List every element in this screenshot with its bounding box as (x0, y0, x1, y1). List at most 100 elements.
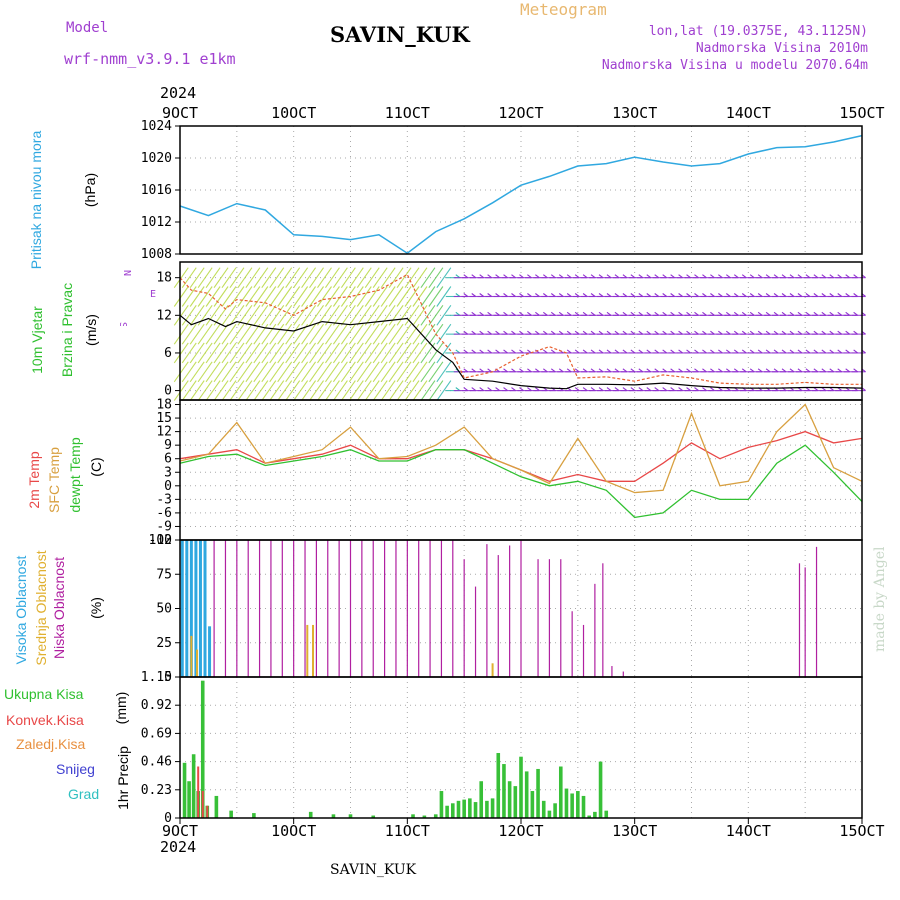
wind-barb (372, 380, 388, 401)
wind-barb (205, 323, 221, 345)
wind-barb (229, 380, 245, 401)
wind-barb (197, 342, 213, 364)
y-tick-label: 9 (164, 438, 172, 453)
meteogram-label: Meteogram (520, 0, 607, 19)
wind-barb (229, 342, 245, 364)
wind-barb (285, 286, 301, 307)
footer-station: SAVIN_KUK (330, 862, 417, 878)
precip-bar (462, 799, 466, 818)
wind-barb (420, 361, 436, 383)
wind-barb (324, 286, 340, 307)
precip-bar (411, 814, 415, 818)
wind-barb (428, 342, 444, 364)
wind-barb (245, 305, 261, 326)
precip-bar (473, 802, 478, 818)
y-tick-label: 0.46 (141, 755, 172, 770)
location-elevation: Nadmorska Visina 2010m (695, 41, 868, 56)
wind-barb (261, 342, 277, 364)
precip-bar (502, 764, 506, 818)
wind-barb (428, 286, 444, 307)
wind-barb (412, 267, 428, 288)
wind-barb (221, 305, 237, 326)
wind-barb (269, 361, 285, 383)
wind-barb (396, 361, 412, 383)
precip-bar (558, 766, 563, 818)
wind-barb (348, 342, 364, 364)
precip-bar (524, 771, 529, 818)
wind-barb (245, 342, 261, 364)
dewpt-line (179, 444, 863, 519)
wind-barb (412, 380, 428, 401)
wind-barb (356, 286, 372, 307)
wind-barb (253, 286, 269, 307)
wind-barb (253, 342, 269, 364)
wind-barb (301, 323, 317, 345)
wind-barb (436, 361, 452, 383)
wind-barb (293, 286, 309, 307)
conv-precip-bar (206, 805, 209, 818)
wind-barb (356, 342, 372, 364)
wind-barb (277, 323, 293, 345)
temp2m-line (179, 430, 863, 482)
wind-barb (364, 361, 380, 383)
wind-barb (213, 342, 229, 364)
y-tick-label: 3 (164, 465, 172, 480)
wind-barb (380, 286, 396, 307)
wind-barb (285, 267, 301, 288)
precip-bar (252, 813, 256, 818)
wind-barb (412, 305, 428, 326)
x-tick-label-top: 15OCT (839, 104, 884, 122)
wind-barb (428, 305, 444, 326)
precip-bar (445, 805, 449, 818)
wind-barb (173, 305, 189, 326)
wind-barb (277, 305, 293, 326)
wind-barb (213, 267, 229, 288)
wind-barb (261, 305, 277, 326)
wind-barb (332, 323, 348, 345)
wind-barb (356, 323, 372, 345)
wind-barb (364, 305, 380, 326)
wind-barb (317, 380, 332, 401)
precip-bar (433, 814, 438, 818)
wind-barb (332, 342, 348, 364)
y-tick-label: 1012 (141, 215, 172, 230)
wind-barb (301, 380, 317, 401)
wind-barb (293, 342, 309, 364)
precip-bar (507, 781, 512, 818)
y-tick-label: 0 (164, 479, 172, 494)
y-tick-label: 18 (156, 271, 172, 286)
wind-barb (221, 342, 237, 364)
precip-bar (547, 810, 552, 818)
wind-gust-line (179, 273, 862, 385)
wind-barb (229, 305, 245, 326)
y-tick-label: 0.69 (141, 726, 172, 741)
wind-barb (205, 267, 221, 288)
wind-barb (173, 323, 189, 345)
y-tick-label: 50 (156, 602, 172, 617)
x-tick-label-bottom: 12OCT (498, 822, 543, 840)
wind-barb (412, 286, 428, 307)
wind-barb (420, 323, 436, 345)
precip-bar (422, 815, 427, 818)
wind-barb (324, 380, 340, 401)
wind-barb (197, 286, 213, 307)
wind-barb (412, 323, 428, 345)
wind-barb (388, 323, 404, 345)
wind-barb (340, 380, 356, 401)
x-tick-label-top: 12OCT (498, 104, 543, 122)
wind-barb (380, 361, 396, 383)
wind-barb (309, 267, 324, 288)
wind-barb (189, 286, 205, 307)
precip-bar (456, 800, 461, 818)
wind-barb (420, 380, 436, 401)
x-tick-label-top: 13OCT (612, 104, 657, 122)
wind-barb (277, 361, 293, 383)
precip-bar (570, 793, 574, 818)
wind-barb (364, 286, 380, 307)
wind-barb (261, 267, 277, 288)
wind-barb (332, 305, 348, 326)
wind-barb (404, 361, 420, 383)
wind-barb (436, 286, 452, 307)
y-tick-label: 1016 (141, 183, 172, 198)
